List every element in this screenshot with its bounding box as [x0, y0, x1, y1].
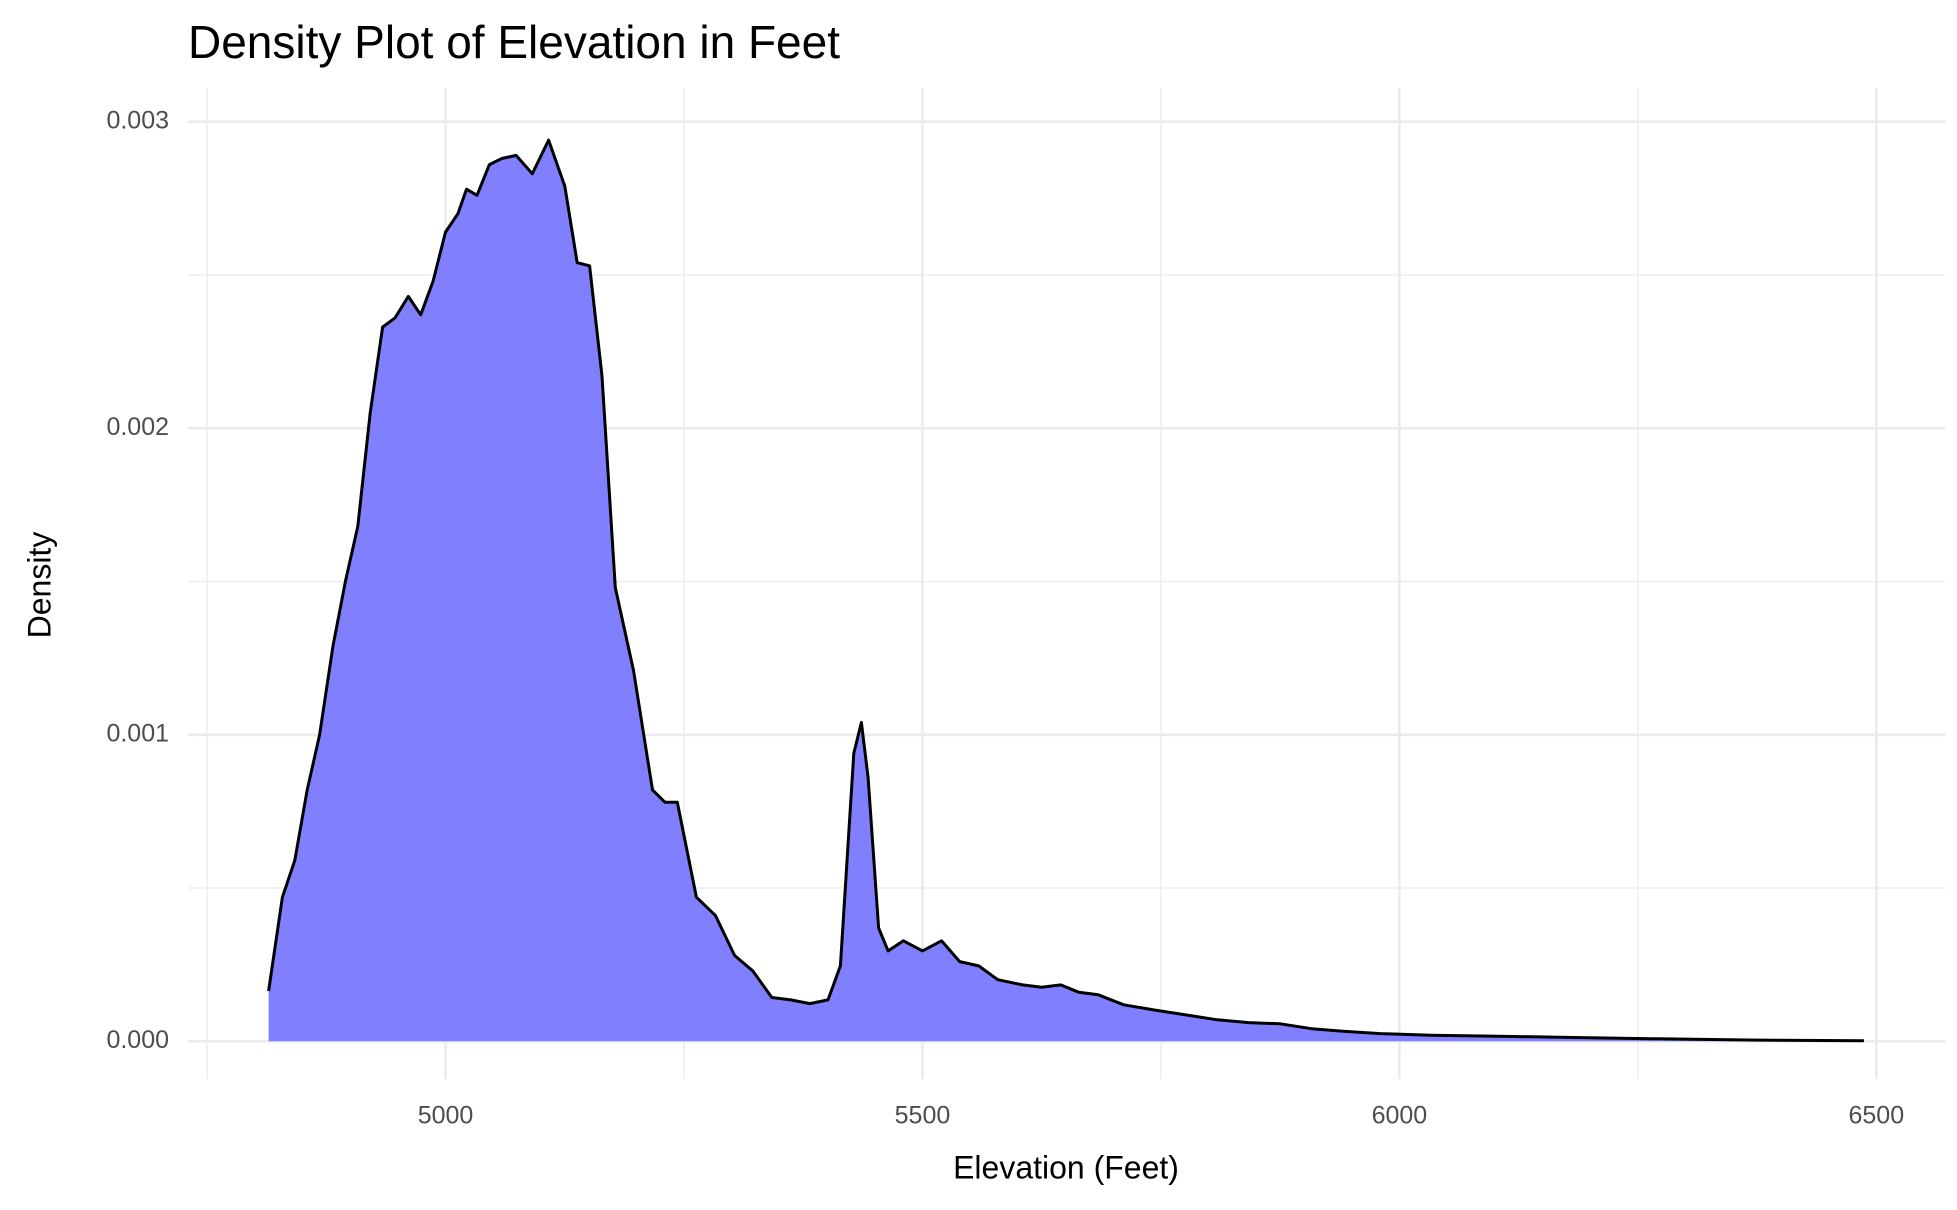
y-axis-title: Density [21, 532, 57, 639]
labels: 5000 5500 6000 6500 0.000 0.001 0.002 0.003 [106, 106, 1904, 1129]
x-tick-label: 6000 [1372, 1102, 1428, 1130]
y-tick-label: 0.001 [106, 719, 169, 747]
y-tick-label: 0.002 [106, 413, 169, 441]
density-line [267, 138, 1864, 1043]
x-tick-label: 6500 [1849, 1102, 1905, 1130]
marks [267, 138, 1864, 1043]
x-axis-title: Elevation (Feet) [953, 1149, 1179, 1185]
density-area [268, 140, 1864, 1042]
chart-title: Density Plot of Elevation in Feet [188, 16, 840, 68]
y-tick-label: 0.000 [106, 1026, 169, 1054]
x-tick-label: 5500 [895, 1102, 951, 1130]
y-tick-label: 0.003 [106, 106, 169, 134]
x-tick-label: 5000 [418, 1102, 474, 1130]
